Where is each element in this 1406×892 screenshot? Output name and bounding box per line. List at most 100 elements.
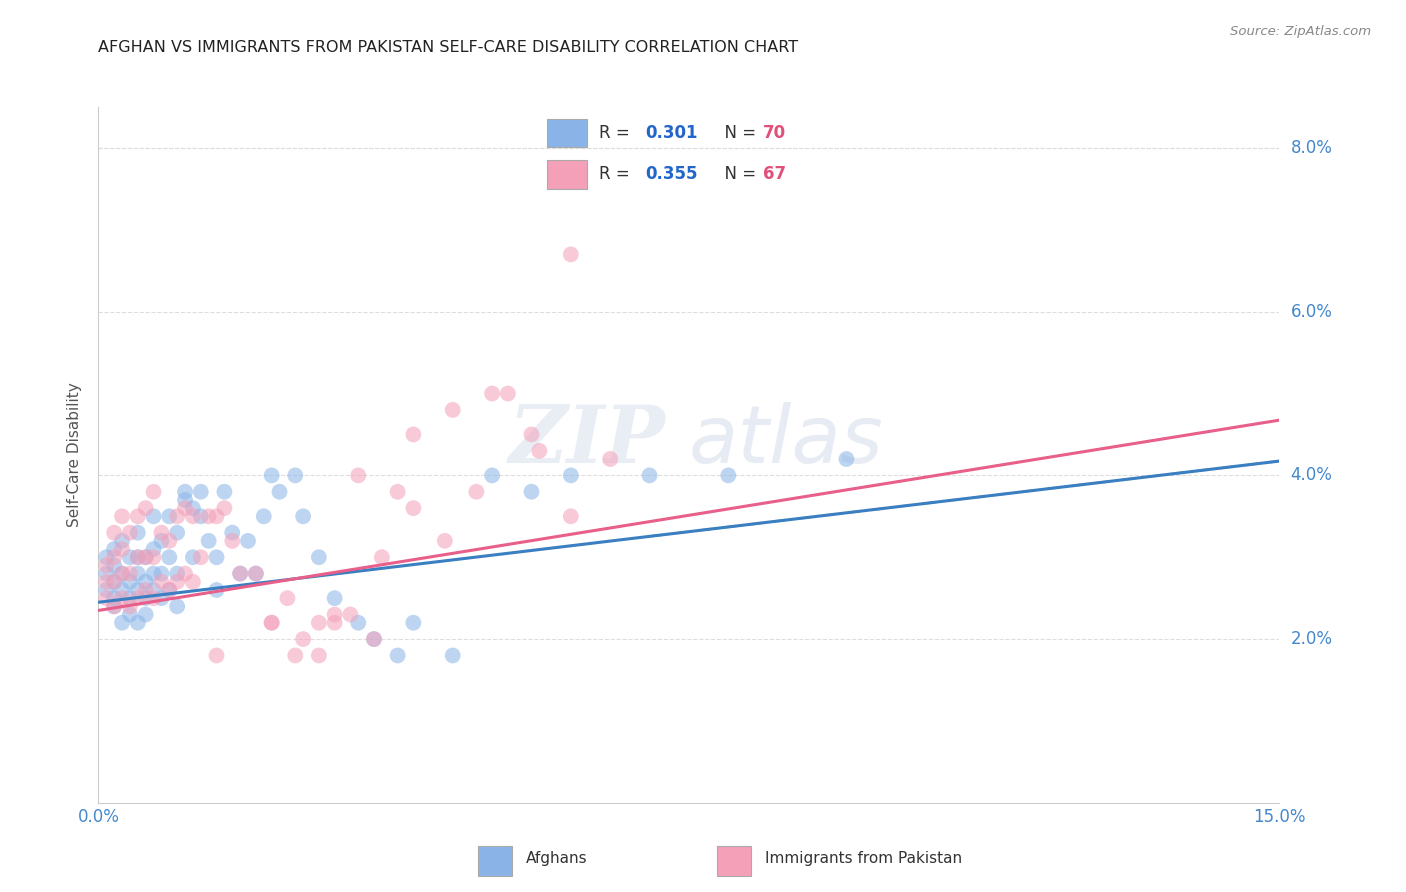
Point [481, 468, 503, 483]
Point [308, 615, 330, 630]
Point [174, 492, 197, 507]
Point [127, 566, 149, 581]
Text: ZIP: ZIP [509, 402, 665, 480]
Point [205, 582, 228, 597]
Point [157, 550, 180, 565]
Point [363, 632, 385, 646]
Point [111, 566, 134, 581]
Point [142, 484, 165, 499]
Point [103, 574, 125, 589]
Text: Immigrants from Pakistan: Immigrants from Pakistan [765, 851, 962, 866]
Point [118, 599, 141, 614]
Point [402, 615, 425, 630]
Point [103, 542, 125, 557]
Point [236, 533, 259, 548]
Text: 70: 70 [763, 124, 786, 142]
FancyBboxPatch shape [478, 847, 512, 876]
Point [142, 591, 165, 606]
Point [103, 525, 125, 540]
Point [835, 452, 858, 467]
Point [150, 566, 173, 581]
Point [221, 533, 243, 548]
Point [308, 648, 330, 663]
Point [166, 599, 188, 614]
Point [214, 484, 236, 499]
Point [387, 648, 409, 663]
Point [292, 632, 315, 646]
Point [560, 247, 582, 261]
Point [260, 615, 283, 630]
FancyBboxPatch shape [547, 120, 586, 147]
Point [496, 386, 519, 401]
Point [371, 550, 394, 565]
Point [111, 542, 134, 557]
Point [127, 615, 149, 630]
Point [560, 468, 582, 483]
Point [214, 501, 236, 516]
Point [157, 582, 180, 597]
Point [529, 443, 551, 458]
Point [127, 550, 149, 565]
Point [118, 525, 141, 540]
Point [103, 574, 125, 589]
Point [127, 591, 149, 606]
Point [441, 648, 464, 663]
Text: atlas: atlas [689, 402, 884, 480]
Point [197, 533, 219, 548]
Point [181, 501, 204, 516]
Point [174, 501, 197, 516]
Point [221, 525, 243, 540]
Point [245, 566, 267, 581]
Point [347, 615, 370, 630]
Point [323, 591, 346, 606]
Point [135, 550, 157, 565]
Point [465, 484, 488, 499]
Point [174, 484, 197, 499]
Text: Source: ZipAtlas.com: Source: ZipAtlas.com [1230, 25, 1371, 38]
Point [638, 468, 661, 483]
Text: R =: R = [599, 166, 636, 184]
Point [284, 648, 307, 663]
Point [308, 550, 330, 565]
Text: R =: R = [599, 124, 636, 142]
Point [142, 582, 165, 597]
Point [717, 468, 740, 483]
Point [118, 607, 141, 622]
Point [103, 599, 125, 614]
Point [111, 509, 134, 524]
Point [363, 632, 385, 646]
Point [96, 591, 118, 606]
Point [103, 550, 125, 565]
FancyBboxPatch shape [547, 161, 586, 188]
Point [96, 582, 118, 597]
Point [111, 582, 134, 597]
Point [142, 550, 165, 565]
Point [560, 509, 582, 524]
Point [127, 582, 149, 597]
Text: 2.0%: 2.0% [1291, 630, 1333, 648]
Point [142, 509, 165, 524]
Point [323, 607, 346, 622]
Point [181, 574, 204, 589]
Point [142, 566, 165, 581]
Point [111, 615, 134, 630]
Point [127, 509, 149, 524]
Point [103, 558, 125, 573]
Point [441, 403, 464, 417]
Point [135, 501, 157, 516]
Point [150, 525, 173, 540]
Point [205, 550, 228, 565]
Point [166, 525, 188, 540]
Point [118, 591, 141, 606]
Point [127, 550, 149, 565]
Text: 8.0%: 8.0% [1291, 139, 1333, 157]
Point [118, 550, 141, 565]
Point [339, 607, 361, 622]
Text: N =: N = [714, 166, 761, 184]
Point [150, 591, 173, 606]
Point [190, 484, 212, 499]
Text: N =: N = [714, 124, 761, 142]
Text: 6.0%: 6.0% [1291, 302, 1333, 321]
Point [135, 582, 157, 597]
Point [205, 509, 228, 524]
